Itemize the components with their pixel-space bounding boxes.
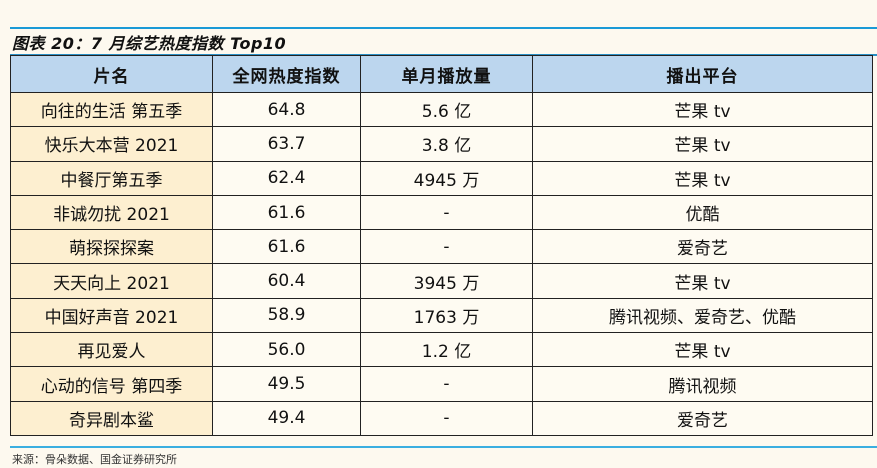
table-row: 中餐厅第五季 62.4 4945 万芒果 tv [10,160,873,196]
heat-index-cell: 61.6 [212,229,361,265]
bottom-rule [10,446,877,448]
heat-index-cell: 64.8 [212,91,361,128]
platform-cell: 腾讯视频、爱奇艺、优酷 [532,297,873,334]
heat-index-cell: 49.4 [212,400,361,436]
platform-cell: 芒果 tv [532,126,873,162]
monthly-views-cell: 3945 万 [360,263,533,299]
show-name-cell: 向往的生活 第五季 [10,91,213,128]
platform-cell: 腾讯视频 [532,366,873,402]
top-rule [10,27,877,29]
platform-cell: 爱奇艺 [532,400,873,436]
source-note: 来源：骨朵数据、国金证券研究所 [12,453,177,466]
header-heat-index: 全网热度指数 [212,55,361,93]
show-name-cell: 再见爱人 [10,332,213,368]
heat-index-cell: 58.9 [212,297,361,334]
heat-index-cell: 56.0 [212,332,361,368]
monthly-views-cell: 4945 万 [360,160,533,196]
header-monthly-views: 单月播放量 [360,55,533,93]
heat-index-cell: 61.6 [212,194,361,231]
heat-index-cell: 49.5 [212,366,361,402]
monthly-views-cell: - [360,400,533,436]
platform-cell: 优酷 [532,194,873,231]
platform-cell: 芒果 tv [532,263,873,299]
table-row: 快乐大本营 2021 63.7 3.8 亿芒果 tv [10,126,873,162]
table-row: 再见爱人 56.0 1.2 亿芒果 tv [10,332,873,368]
table-row: 向往的生活 第五季 64.8 5.6 亿芒果 tv [10,91,873,128]
show-name-cell: 奇异剧本鲨 [10,400,213,436]
table-row: 奇异剧本鲨 49.4- 爱奇艺 [10,400,873,436]
platform-cell: 芒果 tv [532,332,873,368]
show-name-cell: 中餐厅第五季 [10,160,213,196]
table-row: 心动的信号 第四季 49.5- 腾讯视频 [10,366,873,402]
show-name-cell: 心动的信号 第四季 [10,366,213,402]
monthly-views-cell: - [360,229,533,265]
show-name-cell: 天天向上 2021 [10,263,213,299]
monthly-views-cell: 1763 万 [360,297,533,334]
variety-show-table: 片名 全网热度指数 单月播放量 播出平台 向往的生活 第五季 64.8 5.6 亿芒… [10,55,873,436]
header-row: 片名 全网热度指数 单月播放量 播出平台 [10,55,873,93]
header-title: 片名 [10,55,213,93]
monthly-views-cell: - [360,194,533,231]
monthly-views-cell: 5.6 亿 [360,91,533,128]
table-row: 中国好声音 2021 58.9 1763 万腾讯视频、爱奇艺、优酷 [10,297,873,334]
show-name-cell: 中国好声音 2021 [10,297,213,334]
heat-index-cell: 62.4 [212,160,361,196]
show-name-cell: 萌探探探案 [10,229,213,265]
table-row: 非诚勿扰 2021 61.6- 优酷 [10,194,873,231]
figure-title: 图表 20：7 月综艺热度指数 Top10 [12,34,287,53]
monthly-views-cell: - [360,366,533,402]
platform-cell: 芒果 tv [532,160,873,196]
show-name-cell: 非诚勿扰 2021 [10,194,213,231]
show-name-cell: 快乐大本营 2021 [10,126,213,162]
heat-index-cell: 60.4 [212,263,361,299]
table-row: 萌探探探案 61.6- 爱奇艺 [10,229,873,265]
monthly-views-cell: 3.8 亿 [360,126,533,162]
platform-cell: 芒果 tv [532,91,873,128]
heat-index-cell: 63.7 [212,126,361,162]
table-row: 天天向上 2021 60.4 3945 万芒果 tv [10,263,873,299]
header-platform: 播出平台 [532,55,873,93]
monthly-views-cell: 1.2 亿 [360,332,533,368]
platform-cell: 爱奇艺 [532,229,873,265]
